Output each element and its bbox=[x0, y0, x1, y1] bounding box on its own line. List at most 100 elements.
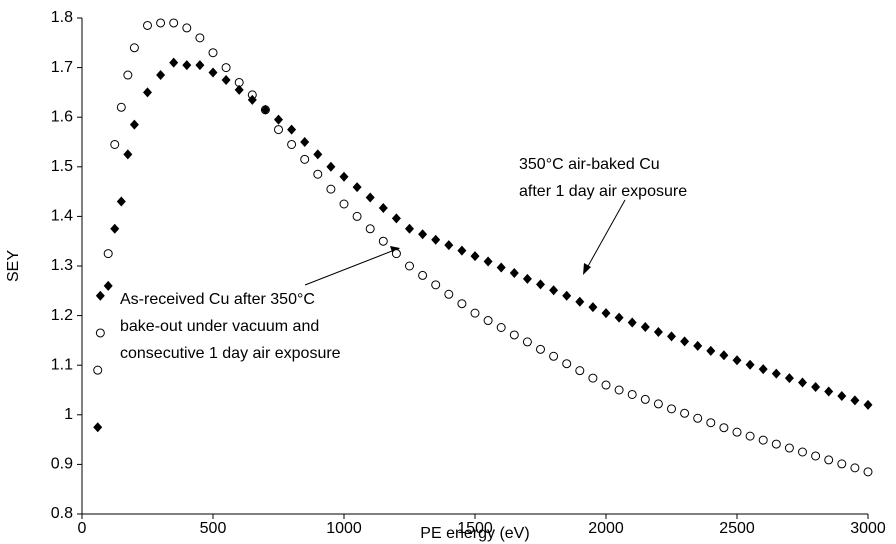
circle-point bbox=[640, 394, 650, 404]
x-axis-label: PE energy (eV) bbox=[420, 525, 529, 542]
circle-point bbox=[208, 48, 218, 58]
diamond-point bbox=[771, 368, 781, 379]
diamond-point bbox=[313, 149, 323, 160]
circle-point bbox=[182, 23, 192, 33]
diamond-point bbox=[811, 382, 821, 393]
circle-point bbox=[195, 33, 205, 43]
arrow bbox=[304, 250, 393, 286]
diamond-point bbox=[405, 223, 414, 234]
circle-point bbox=[444, 289, 454, 299]
circle-point bbox=[129, 43, 139, 53]
circle-point bbox=[653, 399, 663, 409]
diamond-point bbox=[667, 331, 676, 342]
y-tick-label: 1.5 bbox=[51, 158, 73, 175]
circle-point bbox=[123, 70, 133, 80]
diamond-point bbox=[601, 308, 611, 319]
diamond-point bbox=[93, 422, 103, 433]
diamond-point bbox=[352, 182, 362, 193]
circle-point bbox=[339, 199, 349, 209]
diamond-point bbox=[863, 399, 873, 410]
x-tick-label: 3000 bbox=[850, 520, 886, 537]
circle-point bbox=[116, 102, 126, 112]
y-tick-label: 1.7 bbox=[51, 59, 73, 76]
diamond-point bbox=[732, 355, 742, 366]
diamond-point bbox=[221, 75, 231, 85]
y-tick-label: 0.8 bbox=[51, 505, 73, 522]
circle-point bbox=[143, 20, 152, 30]
circle-point bbox=[745, 431, 755, 441]
circle-point bbox=[811, 451, 821, 461]
diamond-point bbox=[123, 149, 133, 160]
circle-point bbox=[771, 439, 781, 449]
annotation: bake-out under vacuum and bbox=[120, 318, 319, 335]
diamond-point bbox=[758, 364, 768, 375]
diamond-point bbox=[575, 296, 585, 307]
circle-point bbox=[824, 455, 834, 465]
circle-point bbox=[509, 330, 519, 340]
circle-point bbox=[221, 63, 231, 73]
y-tick-label: 1.1 bbox=[51, 356, 73, 373]
y-axis-label: SEY bbox=[5, 250, 22, 282]
circle-point bbox=[156, 18, 166, 28]
diamond-point bbox=[103, 280, 113, 291]
circle-point bbox=[326, 184, 336, 194]
diamond-point bbox=[431, 234, 441, 245]
x-tick-label: 500 bbox=[200, 520, 227, 537]
circle-point bbox=[536, 344, 545, 354]
circle-point bbox=[601, 380, 611, 390]
diamond-point bbox=[260, 104, 270, 115]
circle-point bbox=[850, 463, 860, 473]
diamond-point bbox=[208, 67, 218, 78]
circle-point bbox=[667, 404, 676, 414]
y-tick-label: 0.9 bbox=[51, 456, 73, 473]
diamond-point bbox=[391, 213, 401, 224]
diamond-point bbox=[784, 373, 794, 384]
diamond-point bbox=[824, 386, 834, 397]
circle-point bbox=[837, 459, 847, 469]
circle-point bbox=[378, 236, 388, 246]
y-tick-label: 1.8 bbox=[51, 9, 73, 26]
diamond-point bbox=[549, 285, 559, 296]
diamond-point bbox=[680, 336, 690, 347]
diamond-point bbox=[470, 251, 480, 262]
x-tick-label: 1500 bbox=[457, 520, 493, 537]
diamond-point bbox=[562, 290, 572, 301]
diamond-point bbox=[129, 119, 139, 130]
diamond-point bbox=[274, 114, 283, 125]
diamond-point bbox=[169, 57, 179, 68]
circle-point bbox=[522, 337, 532, 347]
arrow bbox=[586, 199, 626, 269]
diamond-point bbox=[339, 171, 349, 182]
circle-point bbox=[431, 280, 441, 290]
circle-point bbox=[732, 427, 742, 437]
x-tick-label: 1000 bbox=[326, 520, 362, 537]
circle-point bbox=[391, 249, 401, 259]
diamond-point bbox=[509, 267, 519, 278]
diamond-point bbox=[496, 262, 506, 273]
diamond-point bbox=[95, 290, 105, 301]
diamond-point bbox=[614, 312, 624, 323]
y-tick-label: 1.4 bbox=[51, 208, 73, 225]
y-tick-label: 1.3 bbox=[51, 257, 73, 274]
annotation: 350°C air-baked Cu bbox=[519, 156, 660, 173]
circle-point bbox=[693, 413, 703, 423]
circle-point bbox=[110, 139, 120, 149]
x-tick-label: 2500 bbox=[719, 520, 755, 537]
circle-point bbox=[863, 467, 873, 477]
circle-point bbox=[405, 261, 414, 271]
arrow-head bbox=[583, 263, 591, 275]
circle-point bbox=[352, 211, 362, 221]
diamond-point bbox=[418, 229, 428, 240]
x-tick-label: 2000 bbox=[588, 520, 624, 537]
circle-point bbox=[103, 249, 113, 259]
circle-point bbox=[706, 418, 716, 428]
diamond-point bbox=[850, 395, 860, 406]
circle-point bbox=[784, 443, 794, 453]
circle-point bbox=[287, 139, 297, 149]
y-tick-label: 1.2 bbox=[51, 307, 73, 324]
diamond-point bbox=[287, 124, 297, 135]
circle-point bbox=[680, 408, 690, 418]
diamond-point bbox=[719, 350, 729, 361]
diamond-point bbox=[457, 245, 467, 256]
diamond-point bbox=[365, 192, 375, 203]
